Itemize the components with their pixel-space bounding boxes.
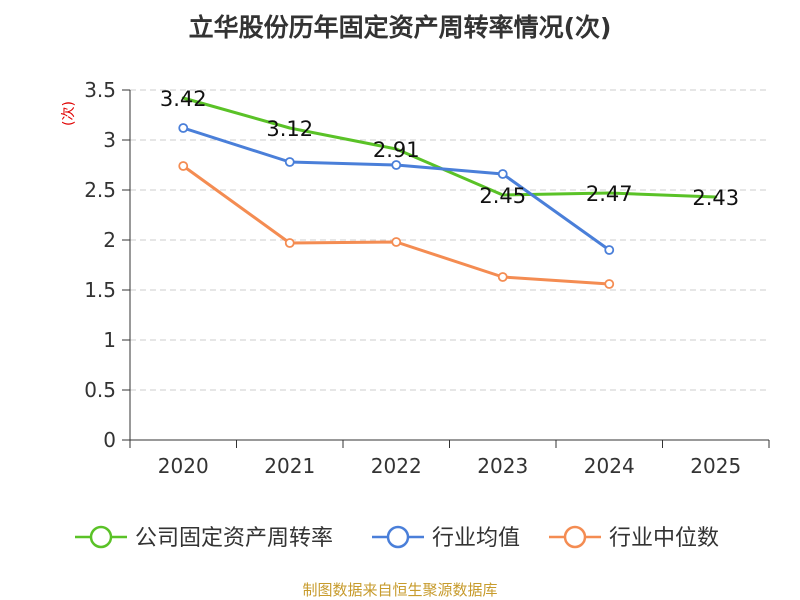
data-source-note: 制图数据来自恒生聚源数据库 <box>302 581 498 599</box>
series-point-2 <box>391 237 402 247</box>
legend-marker-0 <box>89 525 113 549</box>
data-label: 3.12 <box>266 117 313 141</box>
y-tick-label: 2.5 <box>84 178 116 202</box>
series-line-2 <box>181 164 611 286</box>
series-point-1 <box>391 160 402 170</box>
series-point-2 <box>604 279 615 289</box>
data-labels: 3.42 3.12 2.91 2.45 2.47 2.43 <box>160 87 739 210</box>
y-tick-label: 3 <box>103 128 116 152</box>
series-point-1 <box>284 157 295 167</box>
y-tick-label: 2 <box>103 228 116 252</box>
series-point-2 <box>497 272 508 282</box>
grid-lines <box>130 89 769 391</box>
y-tick-label: 0 <box>103 428 116 452</box>
data-label: 2.47 <box>586 182 633 206</box>
legend-label-2: 行业中位数 <box>609 526 719 551</box>
series-point-2 <box>284 238 295 248</box>
legend: 公司固定资产周转率 行业均值 行业中位数 <box>75 525 719 551</box>
y-tick-label: 1 <box>103 328 116 352</box>
data-label: 3.42 <box>160 87 207 111</box>
legend-marker-2 <box>563 525 587 549</box>
series-point-1 <box>497 169 508 179</box>
y-tick-label: 0.5 <box>84 378 116 402</box>
legend-label-1: 行业均值 <box>432 526 520 551</box>
series-point-2 <box>178 161 189 171</box>
x-tick-label: 2022 <box>371 454 422 478</box>
data-label: 2.45 <box>479 184 526 208</box>
y-tick-label: 1.5 <box>84 278 116 302</box>
x-tick-label: 2025 <box>690 454 741 478</box>
x-tick-label: 2020 <box>158 454 209 478</box>
data-label: 2.43 <box>692 186 739 210</box>
series-line-0 <box>181 96 718 199</box>
data-label: 2.91 <box>373 138 420 162</box>
x-tick-label: 2024 <box>584 454 635 478</box>
x-tick-label: 2021 <box>264 454 315 478</box>
y-tick-label: 3.5 <box>84 78 116 102</box>
x-tick-label: 2023 <box>477 454 528 478</box>
legend-label-0: 公司固定资产周转率 <box>135 526 333 551</box>
series-point-1 <box>604 245 615 255</box>
series-point-1 <box>178 123 189 133</box>
series-lines <box>178 96 718 289</box>
chart-title: 立华股份历年固定资产周转率情况(次) <box>188 13 612 42</box>
axes: 0 0.5 1 1.5 2 2.5 3 3.5 2020 2021 2022 2023 2024 2025 <box>84 78 770 478</box>
legend-marker-1 <box>386 525 410 549</box>
